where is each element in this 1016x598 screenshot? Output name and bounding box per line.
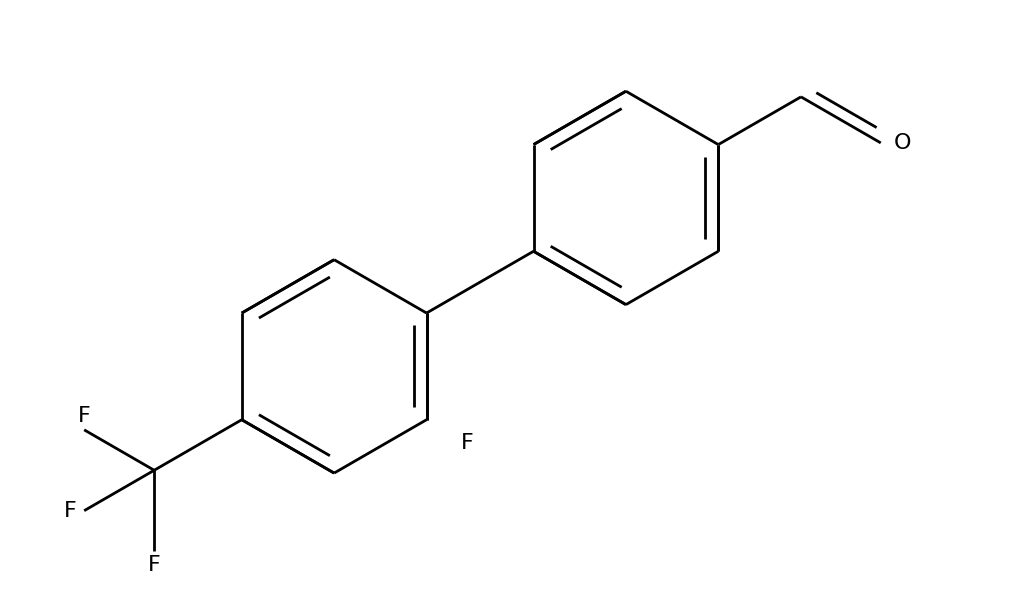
Text: O: O <box>894 133 911 153</box>
Text: F: F <box>148 554 161 575</box>
Text: F: F <box>78 407 90 426</box>
Text: F: F <box>461 434 473 453</box>
Text: F: F <box>64 501 77 521</box>
